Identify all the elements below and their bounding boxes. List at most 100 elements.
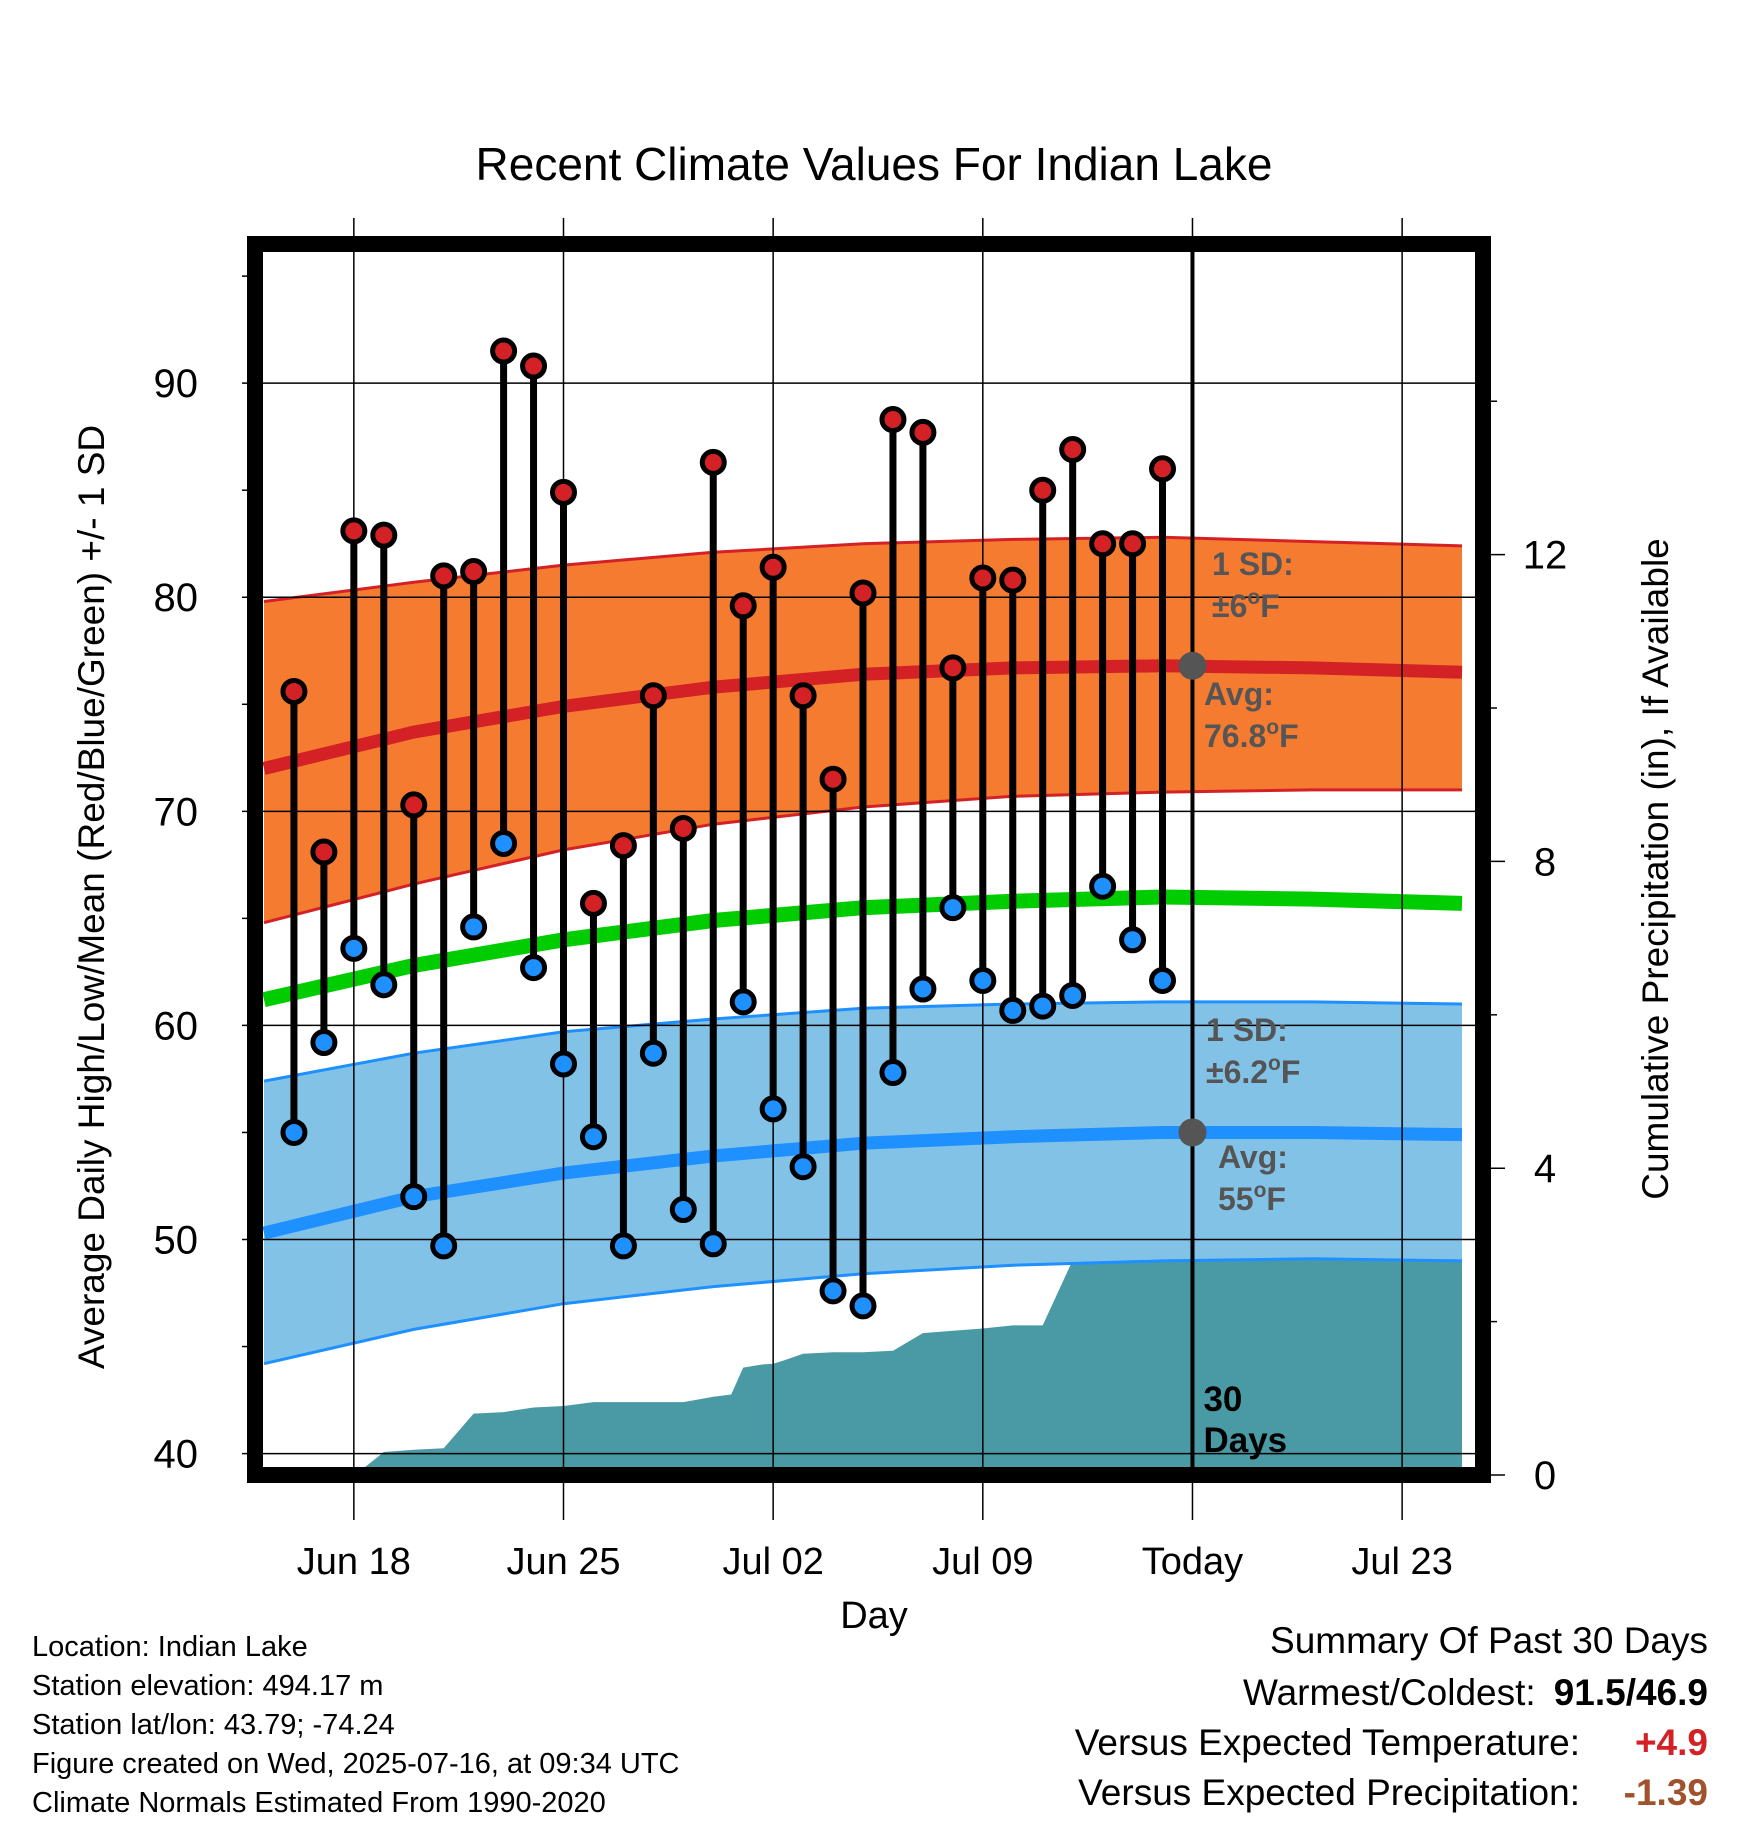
summary-title: Summary Of Past 30 Days [1270, 1620, 1708, 1661]
low-point [729, 988, 757, 1016]
high-point [310, 838, 338, 866]
low-point [879, 1059, 907, 1087]
low-point [609, 1232, 637, 1260]
low-point [699, 1230, 727, 1258]
high-point [759, 553, 787, 581]
high-point [729, 592, 757, 620]
high-point [639, 682, 667, 710]
high-point [340, 517, 368, 545]
low-point [370, 971, 398, 999]
low-point [520, 954, 548, 982]
summary-warm-cold: Warmest/Coldest: 91.5/46.9 [1243, 1672, 1708, 1714]
low-point [579, 1123, 607, 1151]
low-point [490, 829, 518, 857]
low-point [669, 1196, 697, 1224]
low-sd-annotation-label: 1 SD: [1206, 1012, 1288, 1048]
days-word-label: Days [1203, 1421, 1287, 1460]
high-point [969, 564, 997, 592]
normals-text: Climate Normals Estimated From 1990-2020 [32, 1787, 606, 1819]
x-tick-label: Jul 23 [1351, 1541, 1452, 1583]
high-sd-annotation-label: 1 SD: [1212, 546, 1294, 582]
high-point [939, 654, 967, 682]
low-point [789, 1153, 817, 1181]
high-point [430, 562, 458, 590]
low-point [430, 1232, 458, 1260]
high-point [549, 478, 577, 506]
low-point [819, 1277, 847, 1305]
location-text: Location: Indian Lake [32, 1631, 308, 1663]
high-avg-annotation-label: Avg: [1204, 676, 1274, 712]
chart-title: Recent Climate Values For Indian Lake [476, 138, 1273, 190]
low-point [939, 894, 967, 922]
precip-value: -1.39 [1623, 1772, 1708, 1813]
x-tick-label: Jun 18 [297, 1541, 411, 1583]
high-sd-annotation-value: ±6oF [1212, 586, 1280, 624]
y2-tick-label: 8 [1534, 840, 1556, 884]
low-point [999, 996, 1027, 1024]
summary-precip: Versus Expected Precipitation: -1.39 [1078, 1772, 1708, 1814]
temp-value: +4.9 [1634, 1722, 1708, 1763]
low-point [340, 934, 368, 962]
y-axis-label: Average Daily High/Low/Mean (Red/Blue/Gr… [71, 425, 112, 1369]
y-tick-label: 50 [154, 1219, 199, 1263]
low-point [1029, 992, 1057, 1020]
low-avg-annotation-label: Avg: [1218, 1139, 1288, 1175]
x-tick-label: Today [1142, 1541, 1243, 1583]
low-point [1119, 926, 1147, 954]
high-point [669, 814, 697, 842]
plot-frame [247, 236, 1491, 1483]
low-point [639, 1039, 667, 1067]
high-point [849, 579, 877, 607]
high-point [1119, 530, 1147, 558]
y-tick-label: 90 [154, 362, 199, 406]
high-point [400, 791, 428, 819]
low-point [400, 1183, 428, 1211]
high-point [999, 566, 1027, 594]
y2-tick-label: 0 [1534, 1454, 1556, 1498]
low-point [1089, 872, 1117, 900]
low-avg-annotation-value: 55oF [1218, 1179, 1286, 1217]
precip-label: Versus Expected Precipitation: [1078, 1772, 1580, 1813]
x-axis-label: Day [840, 1595, 908, 1637]
low-point [549, 1050, 577, 1078]
high-point [1059, 436, 1087, 464]
high-point [1029, 476, 1057, 504]
warm-cold-label: Warmest/Coldest: [1243, 1672, 1536, 1713]
high-point [1149, 455, 1177, 483]
y2-tick-label: 4 [1534, 1147, 1556, 1191]
x-tick-label: Jul 02 [722, 1541, 823, 1583]
high-point [579, 889, 607, 917]
plot-area: 1 SD: ±6oF Avg: 76.8oF 1 SD: ±6.2oF Avg: 55oF 30… [154, 218, 1568, 1583]
summary-temp: Versus Expected Temperature: +4.9 [1075, 1722, 1708, 1764]
low-point [849, 1292, 877, 1320]
warm-cold-value: 91.5/46.9 [1553, 1672, 1708, 1713]
low-point [909, 975, 937, 1003]
created-text: Figure created on Wed, 2025-07-16, at 09… [32, 1748, 680, 1780]
high-point [520, 352, 548, 380]
latlon-text: Station lat/lon: 43.79; -74.24 [32, 1709, 395, 1741]
y-tick-label: 40 [154, 1433, 199, 1477]
low-point [280, 1118, 308, 1146]
temp-label: Versus Expected Temperature: [1074, 1722, 1580, 1763]
low-point [460, 913, 488, 941]
low-sd-annotation-value: ±6.2oF [1206, 1052, 1300, 1090]
high-avg-point [1178, 651, 1207, 680]
x-tick-label: Jun 25 [506, 1541, 620, 1583]
x-tick-label: Jul 09 [932, 1541, 1033, 1583]
low-point [969, 966, 997, 994]
high-point [280, 677, 308, 705]
low-point [759, 1095, 787, 1123]
y-tick-label: 60 [154, 1004, 199, 1048]
high-point [819, 765, 847, 793]
y2-tick-label: 12 [1523, 534, 1568, 578]
low-avg-point [1178, 1118, 1207, 1147]
y-tick-label: 80 [154, 576, 199, 620]
high-point [490, 337, 518, 365]
low-point [310, 1029, 338, 1057]
high-point [1089, 530, 1117, 558]
high-point [609, 832, 637, 860]
y2-axis-label: Cumulative Precipitation (in), If Availa… [1635, 538, 1676, 1200]
high-point [789, 682, 817, 710]
high-point [460, 558, 488, 586]
low-point [1149, 966, 1177, 994]
